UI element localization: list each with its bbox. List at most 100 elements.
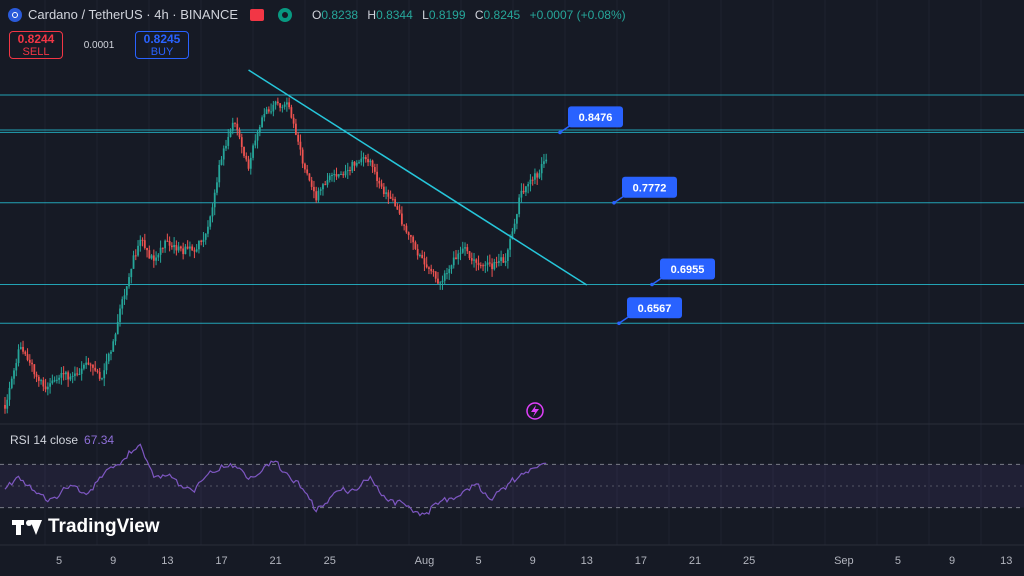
x-tick-label: Sep <box>834 555 854 567</box>
candle-body <box>125 286 128 296</box>
candle-body <box>112 341 115 352</box>
candle-body <box>189 246 191 249</box>
candle-body <box>216 182 218 193</box>
candle-body <box>211 207 214 217</box>
candle-body <box>324 184 327 186</box>
rsi-legend[interactable]: RSI 14 close 67.34 <box>10 433 114 447</box>
candle-body <box>69 376 72 380</box>
candle-body <box>522 190 525 193</box>
x-tick-label: 25 <box>324 555 336 567</box>
candle-body <box>265 109 268 115</box>
low-value: 0.8199 <box>428 7 466 22</box>
candle-body <box>432 271 435 273</box>
candle-body <box>534 173 536 180</box>
candle-body <box>198 240 200 250</box>
candle-body <box>396 206 399 210</box>
candle-body <box>513 223 516 232</box>
candle-body <box>101 378 103 380</box>
callout-anchor <box>558 130 562 135</box>
candle-body <box>443 273 446 281</box>
candle-body <box>177 246 180 251</box>
candle-body <box>473 259 475 261</box>
candle-body <box>53 380 56 382</box>
candle-body <box>44 386 47 390</box>
candle-body <box>283 104 286 107</box>
buy-button[interactable]: 0.8245 BUY <box>135 31 189 59</box>
candle-body <box>40 380 42 382</box>
candle-body <box>148 250 151 259</box>
candle-body <box>306 169 309 174</box>
trade-panel: 0.8244 SELL 0.0001 0.8245 BUY <box>9 31 189 59</box>
candle-body <box>455 257 457 260</box>
candle-body <box>193 250 196 252</box>
candle-body <box>152 255 155 261</box>
candle-body <box>421 254 424 259</box>
candle-body <box>405 225 408 233</box>
candle-body <box>103 370 106 379</box>
alert-bell-icon[interactable] <box>250 8 265 21</box>
candle-body <box>380 183 383 187</box>
candle-body <box>279 103 282 108</box>
candle-body <box>62 373 65 375</box>
symbol-title[interactable]: Cardano / TetherUS · 4h · BINANCE <box>28 7 239 22</box>
candle-body <box>141 239 144 241</box>
candle-body <box>351 161 354 171</box>
candle-body <box>545 159 548 162</box>
candle-body <box>340 174 342 176</box>
candle-body <box>28 359 31 363</box>
x-tick-label: 13 <box>1000 555 1012 567</box>
candle-body <box>24 351 27 355</box>
candle-body <box>58 377 61 380</box>
candle-body <box>355 162 358 166</box>
candle-body <box>477 262 480 266</box>
candle-body <box>376 171 378 181</box>
candle-body <box>134 255 137 257</box>
candle-body <box>529 179 532 185</box>
candle-body <box>430 268 433 272</box>
candle-body <box>13 370 15 379</box>
candle-body <box>495 262 498 264</box>
candle-body <box>337 174 340 177</box>
candle-body <box>173 245 176 248</box>
candle-body <box>225 145 227 149</box>
candle-body <box>213 192 216 208</box>
candle-body <box>4 405 6 409</box>
candle-body <box>371 160 374 168</box>
candle-body <box>76 373 79 375</box>
candle-body <box>398 209 401 214</box>
candle-body <box>504 260 507 263</box>
candle-body <box>175 245 178 251</box>
tradingview-logo[interactable]: TradingView <box>12 516 160 538</box>
candle-body <box>335 174 338 177</box>
candle-body <box>466 247 469 252</box>
candle-body <box>276 101 279 104</box>
sell-label: SELL <box>22 46 50 58</box>
x-tick-label: 5 <box>56 555 62 567</box>
candle-body <box>423 258 426 265</box>
candle-body <box>159 247 162 255</box>
candle-body <box>46 386 49 390</box>
candle-body <box>520 190 523 198</box>
sell-button[interactable]: 0.8244 SELL <box>9 31 63 59</box>
candle-body <box>367 159 369 163</box>
high-value: 0.8344 <box>376 7 413 22</box>
candle-body <box>475 259 478 263</box>
candle-body <box>461 248 464 253</box>
x-tick-label: 9 <box>949 555 955 567</box>
candle-body <box>132 255 135 269</box>
lightning-icon[interactable] <box>526 402 544 420</box>
market-status-icon[interactable] <box>278 7 293 22</box>
candle-body <box>186 246 189 249</box>
candle-body <box>385 192 387 195</box>
lightning-bolt <box>531 405 539 417</box>
cardano-logo-icon <box>8 7 22 22</box>
candle-body <box>290 107 293 118</box>
candle-body <box>209 216 212 227</box>
candle-body <box>37 376 40 381</box>
candle-body <box>468 251 471 259</box>
candle-body <box>258 127 261 133</box>
candle-body <box>252 145 254 158</box>
candle-body <box>114 334 117 342</box>
open-label: O <box>312 7 322 22</box>
